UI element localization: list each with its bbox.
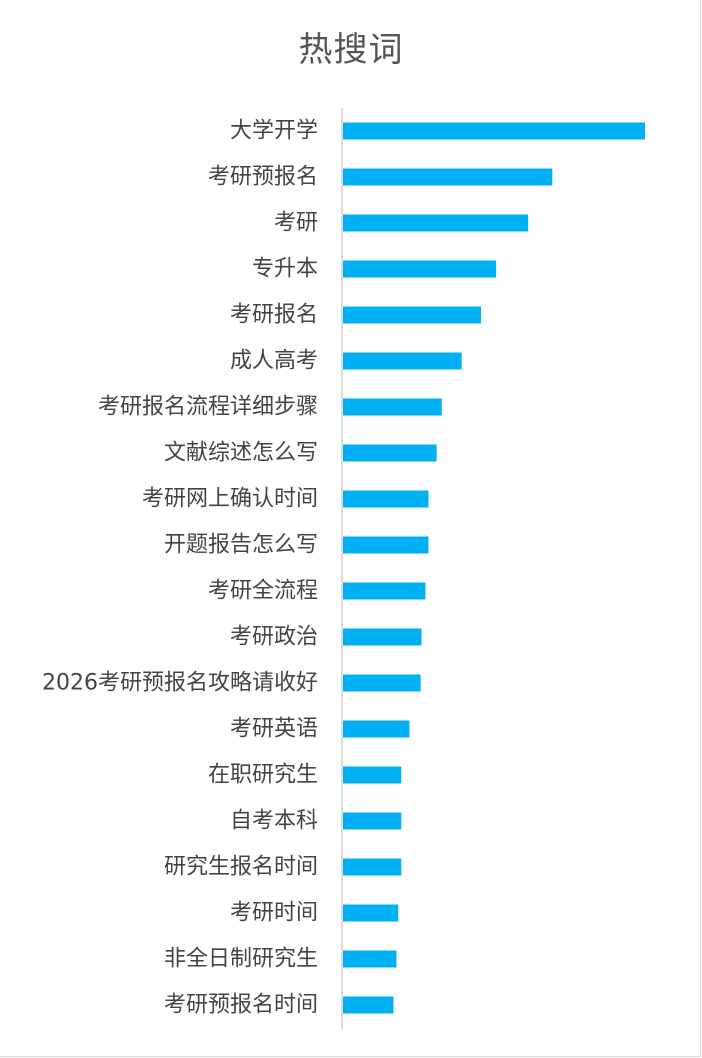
bar: [343, 720, 410, 738]
bar: [343, 674, 421, 692]
category-label: 非全日制研究生: [164, 947, 318, 972]
bar: [343, 306, 482, 324]
category-label: 考研报名流程详细步骤: [98, 395, 318, 420]
category-label: 专升本: [252, 257, 318, 282]
category-label: 大学开学: [230, 119, 318, 144]
bar: [343, 214, 529, 232]
category-label: 考研政治: [230, 625, 318, 650]
chart-title: 热搜词: [298, 30, 404, 70]
category-label: 自考本科: [230, 809, 318, 834]
category-label: 考研英语: [230, 717, 318, 742]
category-label: 开题报告怎么写: [164, 533, 318, 558]
category-label: 成人高考: [230, 349, 318, 374]
category-label: 文献综述怎么写: [164, 441, 318, 466]
category-label: 考研预报名: [208, 165, 318, 190]
category-label: 在职研究生: [208, 763, 318, 788]
bar: [343, 904, 399, 922]
category-label: 考研全流程: [208, 579, 318, 604]
category-label: 考研时间: [230, 901, 318, 926]
category-label: 考研报名: [230, 303, 318, 328]
bar: [343, 444, 437, 462]
bar: [343, 858, 402, 876]
bar: [343, 812, 402, 830]
bars-group: [343, 122, 645, 1014]
bar: [343, 260, 497, 278]
bar: [343, 398, 442, 416]
bar: [343, 996, 394, 1014]
bar: [343, 122, 645, 140]
bar: [343, 536, 429, 554]
bar: [343, 352, 462, 370]
category-label: 考研网上确认时间: [142, 487, 318, 512]
bar: [343, 628, 422, 646]
category-label: 考研: [274, 211, 318, 236]
bar: [343, 582, 426, 600]
bar: [343, 766, 402, 784]
category-label: 2026考研预报名攻略请收好: [42, 671, 318, 696]
category-label: 考研预报名时间: [164, 993, 318, 1018]
bar: [343, 168, 553, 186]
bar: [343, 490, 429, 508]
category-label: 研究生报名时间: [164, 855, 318, 880]
bar: [343, 950, 397, 968]
category-labels-group: 大学开学考研预报名考研专升本考研报名成人高考考研报名流程详细步骤文献综述怎么写考…: [42, 119, 318, 1018]
